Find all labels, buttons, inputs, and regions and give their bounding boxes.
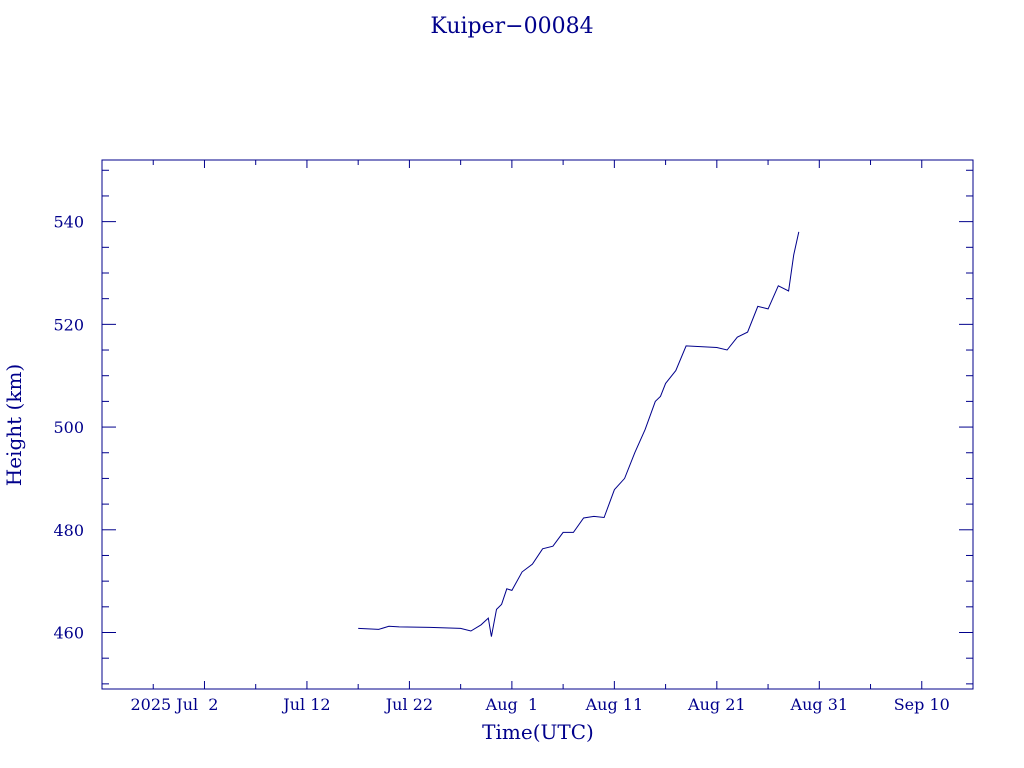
x-tick-label: Aug 31 bbox=[790, 695, 849, 714]
chart-title: Kuiper−00084 bbox=[430, 14, 594, 39]
x-tick-label: Aug 11 bbox=[585, 695, 644, 714]
plot-frame bbox=[101, 159, 974, 690]
y-tick-label: 520 bbox=[53, 315, 84, 334]
y-tick-label: 500 bbox=[53, 418, 84, 437]
x-tick-label: 2025 Jul 2 bbox=[130, 695, 218, 714]
y-tick-label: 480 bbox=[53, 521, 84, 540]
x-tick-label: Jul 22 bbox=[384, 695, 433, 714]
y-axis-title: Height (km) bbox=[2, 364, 26, 486]
x-tick-label: Jul 12 bbox=[281, 695, 330, 714]
x-tick-label: Sep 10 bbox=[894, 695, 950, 714]
height-series-line bbox=[358, 231, 800, 637]
y-tick-label: 460 bbox=[53, 624, 84, 643]
y-tick-label: 540 bbox=[53, 213, 84, 232]
x-tick-label: Aug 1 bbox=[485, 695, 538, 714]
x-axis-title: Time(UTC) bbox=[482, 720, 594, 744]
x-tick-label: Aug 21 bbox=[687, 695, 746, 714]
